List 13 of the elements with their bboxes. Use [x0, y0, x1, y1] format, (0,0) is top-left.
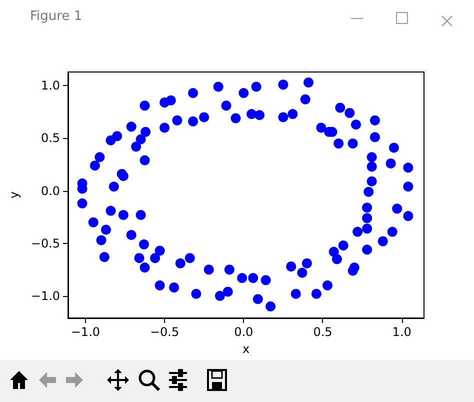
x-tick-label: −1.0 [70, 325, 100, 339]
y-axis-title: y [7, 191, 21, 199]
y-tick-label: −1.0 [30, 288, 60, 303]
x-tick-label: 0.0 [234, 325, 254, 339]
chart-title: Figure 1 [30, 9, 82, 24]
y-tick-label: 0.5 [40, 131, 60, 146]
x-axis-title: x [242, 342, 250, 356]
x-tick-label: 0.5 [313, 325, 332, 339]
x-tick-label: −0.5 [150, 325, 180, 339]
y-tick-label: −0.5 [30, 236, 60, 250]
y-tick-label: 1.0 [40, 78, 60, 93]
x-tick-label: 1.0 [392, 325, 412, 339]
y-tick-label: 0.0 [40, 184, 60, 198]
